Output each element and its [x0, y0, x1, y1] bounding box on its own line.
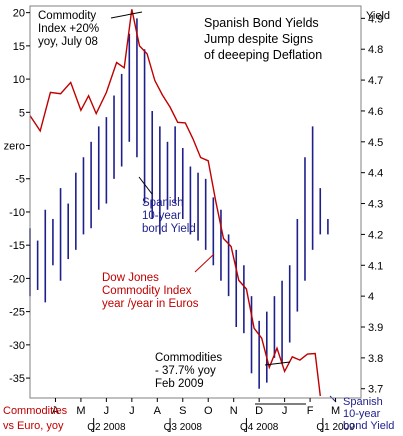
left-tick-label: 20 — [13, 8, 25, 20]
axes — [26, 5, 365, 432]
annotation-commodity_low: Commodities — [155, 352, 222, 364]
right-tick-label: 4.9 — [368, 13, 383, 25]
x-month-label: J — [129, 405, 135, 417]
annotation-commodity_low: - 37.7% yoy — [155, 365, 216, 377]
x-month-label: S — [179, 405, 186, 417]
right-tick-label: 4.1 — [368, 260, 383, 272]
right-tick-label: 4.6 — [368, 106, 383, 118]
x-month-label: A — [154, 405, 162, 417]
right-axis-label: Yield — [366, 10, 390, 22]
x-month-label: F — [307, 405, 314, 417]
annotation-commodity_top: Commodity — [38, 10, 96, 22]
left-tick-label: 5 — [19, 107, 25, 119]
x-quarter-label: Q2 2008 — [87, 422, 126, 433]
annotation-commodity_top: Index +20% — [38, 23, 99, 35]
x-month-label: M — [76, 405, 85, 417]
x-month-label: M — [331, 405, 340, 417]
left-tick-label: -35 — [9, 373, 25, 385]
left-tick-label: -30 — [9, 340, 25, 352]
right-tick-label: 4.2 — [368, 229, 383, 241]
annotation-commodity_top: yoy, July 08 — [38, 36, 98, 48]
annotation-spanish_yield: Spanish — [142, 197, 184, 209]
right-tick-label: 4.5 — [368, 137, 383, 149]
right-tick-label: 3.7 — [368, 384, 383, 396]
x-month-label: N — [230, 405, 238, 417]
right-tick-label: 4.3 — [368, 199, 383, 211]
x-quarter-label: Q3 2008 — [164, 422, 203, 433]
annotation-dow_jones: year /year in Euros — [102, 298, 199, 310]
right-tick-label: 4 — [368, 291, 374, 303]
chart-title: Spanish Bond Yields — [204, 16, 319, 30]
left-tick-label: -10 — [9, 207, 25, 219]
right-tick-label: 3.8 — [368, 353, 383, 365]
annotation-pointer — [264, 361, 291, 366]
left-tick-label: -25 — [9, 307, 25, 319]
left-axis-label: Commodities — [3, 405, 68, 417]
x-quarter-label: Q4 2008 — [240, 422, 279, 433]
right-tick-label: 3.9 — [368, 322, 383, 334]
left-tick-label: -15 — [9, 240, 25, 252]
chart-title: of deeeping Deflation — [204, 48, 322, 62]
right-tick-label: 4.4 — [368, 168, 383, 180]
x-month-label: A — [52, 405, 60, 417]
annotation-spanish_right: 10-year — [343, 408, 381, 420]
series-marks — [29, 9, 337, 405]
annotation-spanish_yield: 10-year — [142, 210, 181, 222]
annotation-pointer — [110, 11, 143, 19]
x-month-label: O — [204, 405, 213, 417]
x-month-label: J — [282, 405, 288, 417]
x-quarter-label: Q1 2009 — [316, 422, 355, 433]
annotation-pointer — [138, 176, 153, 195]
annotation-spanish_yield: bond Yield — [142, 223, 196, 235]
left-axis-label: vs Euro, yoy — [3, 420, 64, 432]
x-month-label: D — [255, 405, 263, 417]
annotation-spanish_right: Spanish — [343, 396, 383, 408]
annotation-commodity_low: Feb 2009 — [155, 378, 204, 390]
annotation-spanish_right: bond Yield — [343, 420, 394, 432]
commodity-index-line — [29, 9, 321, 397]
left-tick-label: zero — [4, 141, 25, 153]
right-tick-label: 4.8 — [368, 44, 383, 56]
text-labels: 20 15 10 5 zero -5 -10 -15 -20 -25 -30 -35 4.9 4.8 4.7… — [3, 8, 394, 433]
annotation-dow_jones: Dow Jones — [102, 272, 159, 284]
annotation-pointer — [329, 395, 337, 403]
chart-title: Jump despite Signs — [204, 32, 313, 46]
x-month-label: J — [104, 405, 110, 417]
right-tick-label: 4.7 — [368, 75, 383, 87]
annotation-pointer — [194, 253, 215, 273]
plot-frame — [29, 5, 362, 399]
left-tick-label: 10 — [13, 74, 25, 86]
left-tick-label: 15 — [13, 41, 25, 53]
left-tick-label: -20 — [9, 273, 25, 285]
annotation-dow_jones: Commodity Index — [102, 285, 192, 297]
left-tick-label: -5 — [15, 174, 25, 186]
